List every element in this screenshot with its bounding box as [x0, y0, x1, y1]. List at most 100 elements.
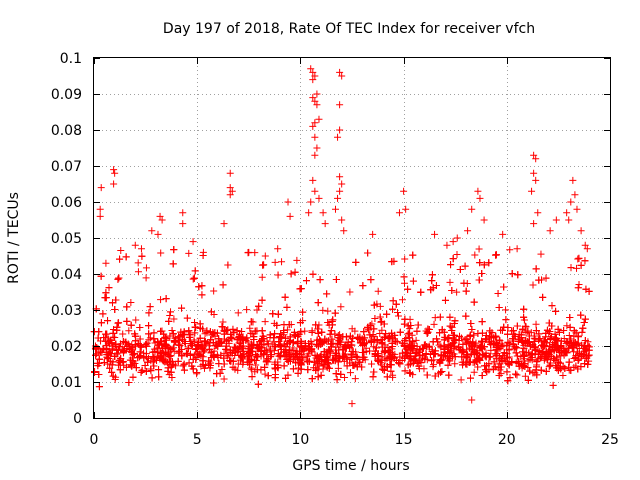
data-point — [342, 341, 350, 349]
data-point — [465, 358, 473, 366]
data-point — [97, 319, 105, 327]
data-point-outlier — [334, 194, 342, 202]
y-tick-label: 0.03 — [51, 303, 82, 319]
data-point — [428, 271, 436, 279]
data-point — [289, 339, 297, 347]
data-point — [324, 307, 332, 315]
data-point — [445, 371, 453, 379]
data-point — [278, 333, 286, 341]
data-point — [147, 365, 155, 373]
data-point — [218, 323, 226, 331]
data-point — [404, 322, 412, 330]
data-point — [130, 350, 138, 358]
data-point — [487, 333, 495, 341]
data-point — [398, 296, 406, 304]
data-point — [545, 348, 553, 356]
data-point — [178, 352, 186, 360]
data-point — [409, 338, 417, 346]
data-point — [167, 352, 175, 360]
data-point — [324, 319, 332, 327]
data-point — [331, 309, 339, 317]
data-point — [555, 328, 563, 336]
data-point — [104, 355, 112, 363]
data-point-outlier — [158, 216, 166, 224]
data-point — [407, 341, 415, 349]
data-point — [131, 359, 139, 367]
data-point — [359, 282, 367, 290]
data-point — [308, 375, 316, 383]
data-point-outlier — [311, 133, 319, 141]
data-point — [285, 321, 293, 329]
data-point — [485, 360, 493, 368]
data-point — [159, 357, 167, 365]
data-point — [466, 332, 474, 340]
data-point-outlier — [305, 209, 313, 217]
data-point — [281, 348, 289, 356]
data-point — [148, 374, 156, 382]
data-point — [145, 336, 153, 344]
data-point — [210, 310, 218, 318]
data-point — [271, 374, 279, 382]
data-point-outlier — [154, 230, 162, 238]
data-point — [440, 336, 448, 344]
data-point — [537, 250, 545, 258]
data-point — [334, 358, 342, 366]
data-point — [294, 369, 302, 377]
data-point — [369, 332, 377, 340]
data-point — [224, 261, 232, 269]
data-point — [402, 345, 410, 353]
data-point — [547, 333, 555, 341]
data-point-outlier — [199, 248, 207, 256]
data-point — [512, 370, 520, 378]
y-tick-label: 0.07 — [51, 159, 82, 175]
data-point — [219, 318, 227, 326]
data-point — [206, 364, 214, 372]
data-point — [196, 334, 204, 342]
y-axis-label: ROTI / TECUs — [6, 192, 22, 284]
data-point — [461, 336, 469, 344]
data-point — [348, 347, 356, 355]
data-point-outlier — [309, 122, 317, 130]
data-point — [132, 316, 140, 324]
data-point — [193, 345, 201, 353]
data-point — [513, 352, 521, 360]
data-point — [583, 354, 591, 362]
data-point — [478, 372, 486, 380]
data-point — [396, 360, 404, 368]
data-point — [248, 373, 256, 381]
data-point — [206, 339, 214, 347]
data-point-outlier — [336, 68, 344, 76]
data-point — [157, 296, 165, 304]
data-point-outlier — [443, 241, 451, 249]
data-point — [327, 327, 335, 335]
data-point — [320, 348, 328, 356]
data-point — [260, 261, 268, 269]
data-point — [467, 374, 475, 382]
data-point — [251, 327, 259, 335]
data-point — [227, 348, 235, 356]
data-point — [546, 361, 554, 369]
data-point — [102, 345, 110, 353]
data-point — [220, 330, 228, 338]
data-point — [457, 376, 465, 384]
data-point — [271, 330, 279, 338]
data-point — [312, 321, 320, 329]
data-point — [244, 353, 252, 361]
data-point — [534, 347, 542, 355]
data-point — [500, 323, 508, 331]
data-point — [503, 368, 511, 376]
data-point — [389, 297, 397, 305]
data-point — [514, 271, 522, 279]
data-point — [220, 354, 228, 362]
data-point — [403, 349, 411, 357]
data-point — [261, 363, 269, 371]
data-point — [496, 344, 504, 352]
data-point — [515, 359, 523, 367]
data-point-outlier — [573, 205, 581, 213]
chart-title: Day 197 of 2018, Rate Of TEC Index for r… — [163, 21, 535, 37]
data-point — [172, 338, 180, 346]
data-point — [414, 321, 422, 329]
data-point — [435, 341, 443, 349]
data-point — [502, 316, 510, 324]
data-point — [574, 333, 582, 341]
